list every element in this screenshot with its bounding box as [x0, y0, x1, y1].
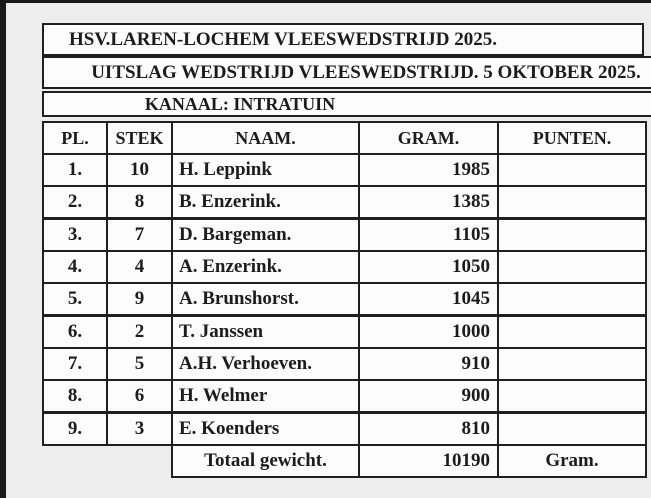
cell-punten [497, 412, 647, 446]
cell-naam: B. Enzerink. [171, 185, 360, 219]
table-row: 7. 5 A.H. Verhoeven. 910 [42, 347, 647, 381]
total-label: Totaal gewicht. [171, 444, 360, 478]
document-result-line: UITSLAG WEDSTRIJD VLEESWEDSTRIJD. 5 OKTO… [91, 61, 641, 83]
cell-pl: 7. [42, 347, 108, 381]
cell-gram: 1385 [358, 185, 499, 219]
table-row: 2. 8 B. Enzerink. 1385 [42, 185, 647, 219]
cell-naam: E. Koenders [171, 412, 360, 446]
cell-naam: D. Bargeman. [171, 218, 360, 252]
top-edge-bar [0, 0, 651, 3]
col-header-gram: GRAM. [358, 121, 499, 155]
cell-naam: T. Janssen [171, 315, 360, 349]
cell-gram: 810 [358, 412, 499, 446]
cell-stek: 10 [106, 153, 173, 187]
table-row: 4. 4 A. Enzerink. 1050 [42, 250, 647, 284]
cell-punten [497, 218, 647, 252]
table-row: 3. 7 D. Bargeman. 1105 [42, 218, 647, 252]
cell-punten [497, 379, 647, 413]
col-header-stek: STEK [106, 121, 173, 155]
document-title: HSV.LAREN-LOCHEM VLEESWEDSTRIJD 2025. [69, 28, 497, 50]
cell-stek: 6 [106, 379, 173, 413]
cell-gram: 900 [358, 379, 499, 413]
cell-stek: 7 [106, 218, 173, 252]
cell-stek: 5 [106, 347, 173, 381]
title-box-result-line: UITSLAG WEDSTRIJD VLEESWEDSTRIJD. 5 OKTO… [42, 56, 651, 89]
cell-punten [497, 315, 647, 349]
cell-punten [497, 185, 647, 219]
cell-punten [497, 282, 647, 316]
cell-naam: A.H. Verhoeven. [171, 347, 360, 381]
cell-pl: 6. [42, 315, 108, 349]
table-row: 5. 9 A. Brunshorst. 1045 [42, 282, 647, 316]
cell-stek: 3 [106, 412, 173, 446]
cell-punten [497, 347, 647, 381]
cell-stek: 4 [106, 250, 173, 284]
cell-gram: 1105 [358, 218, 499, 252]
cell-stek: 8 [106, 185, 173, 219]
cell-gram: 1045 [358, 282, 499, 316]
total-unit: Gram. [497, 444, 647, 478]
canal-label: KANAAL: INTRATUIN [144, 93, 336, 114]
table-row: 9. 3 E. Koenders 810 [42, 412, 647, 446]
canal-box: KANAAL: INTRATUIN [42, 91, 651, 117]
col-header-punten: PUNTEN. [497, 121, 647, 155]
cell-stek: 2 [106, 315, 173, 349]
cell-punten [497, 153, 647, 187]
table-row: 1. 10 H. Leppink 1985 [42, 153, 647, 187]
left-edge-bar [0, 0, 6, 498]
cell-pl: 1. [42, 153, 108, 187]
header-row: PL. STEK NAAM. GRAM. PUNTEN. [42, 121, 647, 155]
cell-naam: A. Enzerink. [171, 250, 360, 284]
cell-pl: 9. [42, 412, 108, 446]
col-header-naam: NAAM. [171, 121, 360, 155]
col-header-pl: PL. [42, 121, 108, 155]
cell-pl: 8. [42, 379, 108, 413]
cell-pl: 4. [42, 250, 108, 284]
title-box-main: HSV.LAREN-LOCHEM VLEESWEDSTRIJD 2025. [42, 23, 644, 56]
cell-gram: 1050 [358, 250, 499, 284]
total-value: 10190 [358, 444, 499, 478]
cell-gram: 1985 [358, 153, 499, 187]
cell-gram: 910 [358, 347, 499, 381]
cell-naam: A. Brunshorst. [171, 282, 360, 316]
cell-pl: 5. [42, 282, 108, 316]
cell-naam: H. Leppink [171, 153, 360, 187]
cell-pl: 3. [42, 218, 108, 252]
cell-gram: 1000 [358, 315, 499, 349]
table-row: 6. 2 T. Janssen 1000 [42, 315, 647, 349]
table-row: 8. 6 H. Welmer 900 [42, 379, 647, 413]
cell-pl: 2. [42, 185, 108, 219]
total-row: Totaal gewicht. 10190 Gram. [171, 444, 647, 478]
cell-stek: 9 [106, 282, 173, 316]
cell-naam: H. Welmer [171, 379, 360, 413]
cell-punten [497, 250, 647, 284]
